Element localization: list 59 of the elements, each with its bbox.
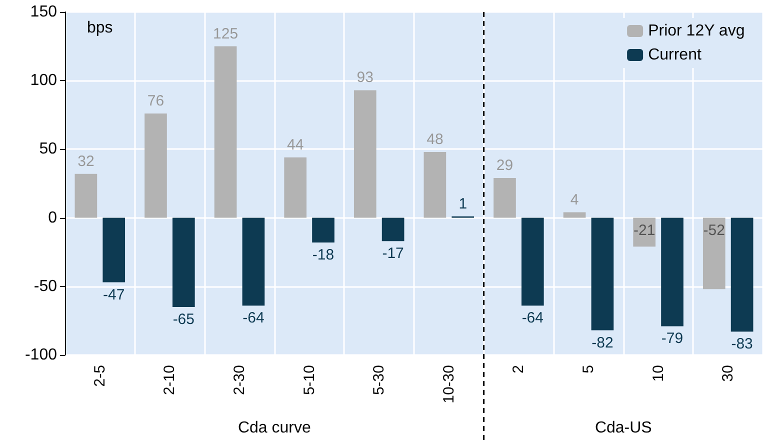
data-label: -64	[522, 310, 544, 327]
data-label: -83	[731, 336, 753, 353]
data-label: -52	[703, 222, 725, 239]
data-label: -65	[172, 310, 195, 328]
bar	[144, 114, 167, 218]
x-tick-label: 5	[580, 365, 597, 374]
bar	[730, 218, 754, 332]
bar	[312, 218, 334, 242]
text: Cda-US	[594, 420, 652, 436]
text: Cda curve	[238, 420, 311, 436]
y-tick-label: 50	[39, 140, 58, 158]
data-label: -79	[661, 330, 684, 348]
bar	[242, 218, 265, 306]
y-tick-label: -50	[34, 278, 58, 295]
x-tick-label: 5-10	[300, 365, 318, 396]
data-label: 76	[147, 92, 164, 110]
bar	[521, 218, 544, 306]
bar	[172, 218, 195, 307]
data-label: -64	[242, 310, 264, 327]
bar	[563, 212, 586, 218]
y-tick-label: 150	[30, 4, 58, 20]
data-label: -47	[103, 286, 125, 304]
y-tick-label: -100	[24, 346, 58, 364]
bar	[354, 90, 376, 218]
y-tick-label: 100	[30, 72, 58, 90]
y-axis-title: bps	[87, 20, 113, 36]
x-tick-label: 2-5	[91, 365, 108, 387]
x-tick-label: 2-30	[231, 365, 248, 396]
legend-label: Current	[648, 46, 702, 64]
x-tick-label: 2	[510, 365, 528, 374]
data-label: 32	[78, 152, 94, 170]
bar	[702, 218, 726, 290]
data-label: 44	[286, 136, 304, 154]
bar	[494, 178, 516, 218]
x-tick-label: 2-10	[161, 365, 178, 396]
bar	[424, 152, 446, 218]
x-tick-label: 5-30	[370, 365, 388, 396]
data-label: 125	[213, 25, 238, 42]
data-label: 93	[356, 69, 374, 86]
data-label: -18	[312, 246, 334, 264]
y-tick-label: 0	[48, 209, 58, 226]
data-label: -21	[633, 222, 656, 239]
bar	[591, 218, 614, 330]
legend-label: Prior 12Y avg	[648, 22, 745, 40]
data-label: -17	[382, 245, 404, 262]
data-label: 1	[458, 195, 468, 212]
x-tick-label: 30	[720, 365, 737, 382]
data-label: 29	[496, 157, 514, 174]
bar	[284, 157, 307, 218]
bar	[74, 174, 98, 218]
data-label: -82	[592, 334, 614, 352]
bar	[214, 46, 237, 218]
x-tick-label: 10	[650, 365, 667, 382]
bar	[102, 218, 126, 282]
bar	[661, 218, 684, 326]
data-label: 48	[426, 130, 444, 148]
bar	[382, 218, 404, 242]
x-tick-label: 10-30	[440, 365, 458, 404]
data-label: 4	[570, 191, 579, 208]
